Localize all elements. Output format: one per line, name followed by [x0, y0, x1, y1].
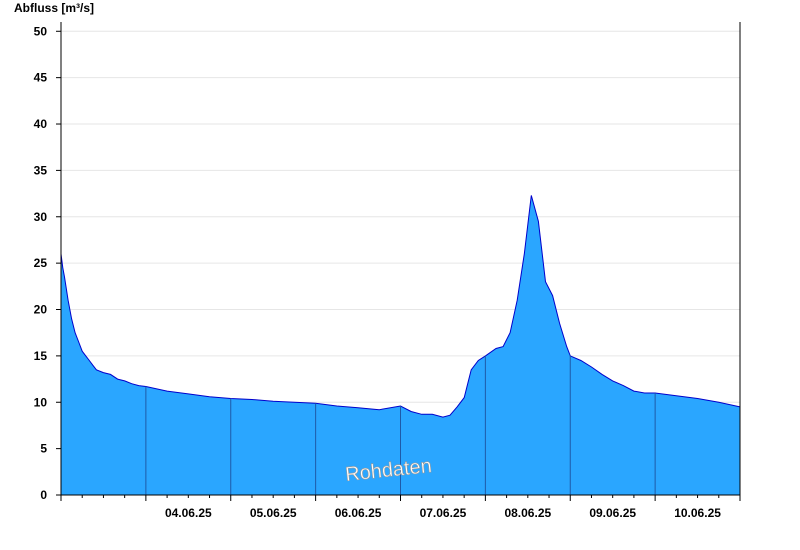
y-tick-label: 35	[34, 163, 48, 177]
y-tick-label: 5	[40, 442, 47, 456]
y-tick-label: 0	[40, 488, 47, 502]
y-tick-label: 20	[34, 303, 48, 317]
y-tick-label: 45	[34, 71, 48, 85]
x-tick-label: 09.06.25	[589, 506, 636, 520]
y-tick-label: 40	[34, 117, 48, 131]
x-tick-label: 04.06.25	[165, 506, 212, 520]
x-tick-label: 07.06.25	[420, 506, 467, 520]
x-tick-label: 08.06.25	[504, 506, 551, 520]
x-tick-label: 06.06.25	[335, 506, 382, 520]
x-tick-label: 05.06.25	[250, 506, 297, 520]
y-axis-label: Abfluss [m³/s]	[14, 1, 95, 15]
y-tick-label: 15	[34, 349, 48, 363]
y-tick-label: 10	[34, 395, 48, 409]
y-tick-label: 50	[34, 24, 48, 38]
x-tick-label: 10.06.25	[674, 506, 721, 520]
y-tick-label: 25	[34, 256, 48, 270]
discharge-line	[60, 195, 741, 418]
y-tick-label: 30	[34, 210, 48, 224]
